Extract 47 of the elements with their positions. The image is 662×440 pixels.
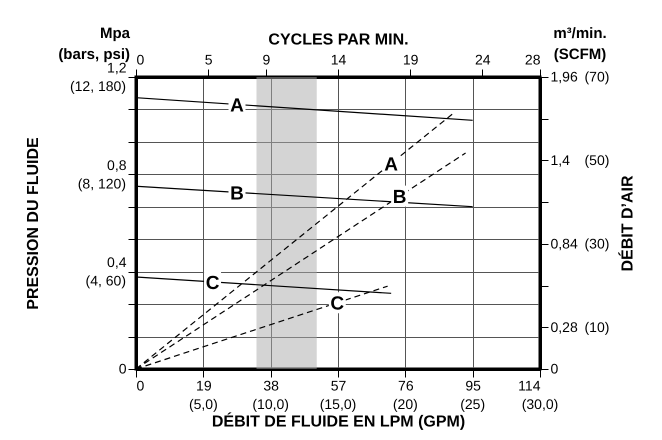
x-tick-label: 38 <box>263 378 280 394</box>
x2-tick-label: 24 <box>474 52 491 68</box>
y2-tick-label: 0 <box>550 360 558 376</box>
x2-axis-title: CYCLES PAR MIN. <box>268 32 409 48</box>
x-tick-label: 76 <box>398 378 414 394</box>
x-tick-label: 114 <box>518 378 541 394</box>
x-tick-label: 95 <box>465 378 482 394</box>
y2-tick-label: 0,28 <box>550 318 578 335</box>
y-tick-label: 0,4 <box>107 254 127 270</box>
y-tick-label: 0,8 <box>107 156 127 173</box>
y3-tick-label: (70) <box>584 68 610 84</box>
series-label: C <box>330 294 344 315</box>
y3-tick-label: (10) <box>584 318 610 335</box>
text: (25) <box>460 396 486 412</box>
x2-tick-label: 19 <box>402 52 419 68</box>
x-axis-title: DÉBIT DE FLUIDE EN LPM (GPM) <box>212 412 466 430</box>
text: (10,0) <box>252 396 289 412</box>
y3-tick-label: (50) <box>584 152 610 168</box>
series-label: A <box>384 154 398 176</box>
text: (20) <box>392 396 418 412</box>
x-tick-label: 57 <box>330 378 346 394</box>
x-tick-label: 0 <box>136 378 144 394</box>
y2-tick-label: 1,96 <box>550 68 578 84</box>
text: (4, 60) <box>86 272 126 289</box>
text: Mpa (bars, psi) <box>58 25 131 63</box>
y2-axis-title: DÉBIT D’AIR <box>618 175 637 272</box>
text: (30,0) <box>522 396 558 412</box>
text: (5,0) <box>188 396 218 412</box>
x2-tick-label: 14 <box>330 52 346 68</box>
series-label: B <box>230 183 244 204</box>
text: (12, 180) <box>70 78 126 94</box>
x2-tick-label: 28 <box>524 52 541 68</box>
y2-tick-label: 0,84 <box>550 235 578 252</box>
series-label: B <box>392 187 407 208</box>
y-axis-title: PRESSION DU FLUIDE <box>25 136 42 310</box>
text: (8, 120) <box>78 175 126 192</box>
text: (15,0) <box>320 396 356 412</box>
series-label: C <box>206 272 220 294</box>
text: m³/min. (SCFM) <box>553 25 607 63</box>
y2-tick-label: 1,4 <box>550 152 570 168</box>
y3-tick-label: (30) <box>584 235 610 252</box>
x2-tick-label: 0 <box>136 52 144 68</box>
x2-tick-label: 9 <box>262 52 270 68</box>
x2-tick-label: 5 <box>204 52 213 68</box>
y-tick-label: 0 <box>118 360 127 376</box>
series-label: A <box>230 95 244 116</box>
x-tick-label: 19 <box>196 378 212 394</box>
